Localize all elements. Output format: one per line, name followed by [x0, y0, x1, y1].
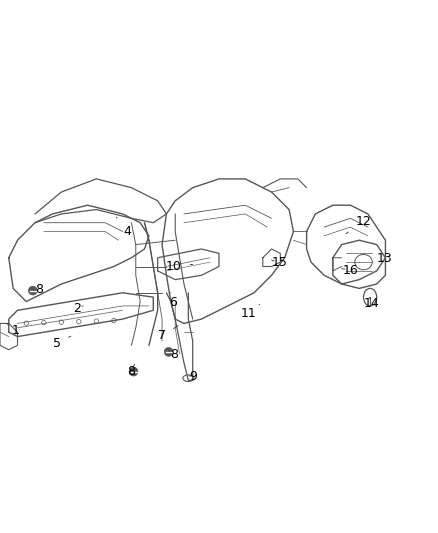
- Text: 1: 1: [7, 324, 19, 336]
- Text: 12: 12: [346, 215, 371, 233]
- Text: 7: 7: [158, 326, 178, 342]
- Text: 5: 5: [53, 336, 71, 350]
- Circle shape: [129, 367, 138, 376]
- Text: 8: 8: [33, 283, 43, 296]
- Text: 4: 4: [117, 217, 131, 238]
- Circle shape: [28, 286, 37, 295]
- Circle shape: [164, 348, 173, 356]
- Text: 16: 16: [342, 263, 358, 277]
- Text: 8: 8: [169, 349, 178, 361]
- Text: 2: 2: [73, 302, 83, 314]
- Text: 15: 15: [272, 256, 287, 270]
- Text: 8: 8: [127, 364, 135, 378]
- Text: 6: 6: [169, 293, 177, 309]
- Text: 11: 11: [240, 304, 260, 320]
- Text: 10: 10: [166, 260, 193, 273]
- Text: 14: 14: [364, 297, 379, 310]
- Text: 13: 13: [377, 252, 392, 265]
- Text: 9: 9: [189, 369, 197, 383]
